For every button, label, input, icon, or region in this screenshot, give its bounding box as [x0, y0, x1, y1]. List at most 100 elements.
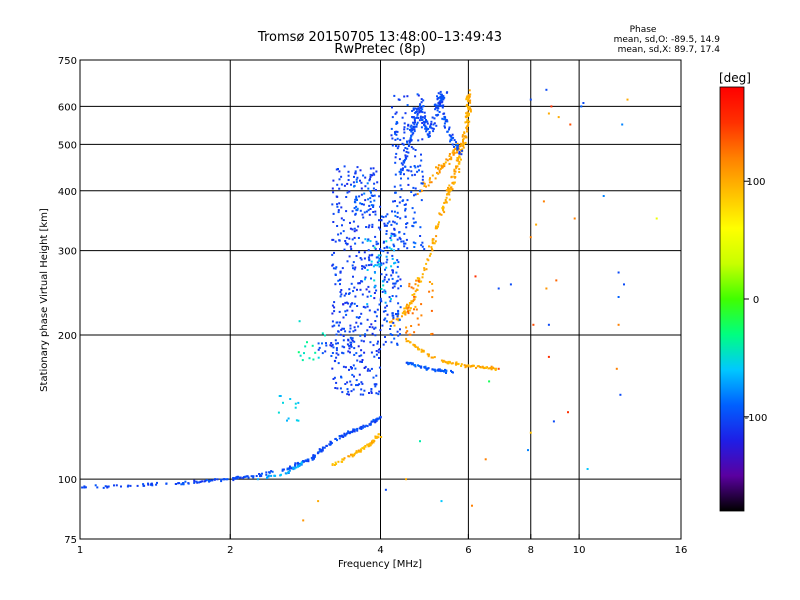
- echo-point: [367, 198, 370, 201]
- echo-point: [339, 387, 342, 390]
- echo-point: [440, 97, 443, 100]
- echo-point: [406, 127, 409, 130]
- echo-point: [104, 485, 107, 488]
- echo-point: [379, 205, 382, 208]
- echo-point: [465, 104, 468, 107]
- echo-point: [464, 366, 467, 369]
- echo-point: [419, 106, 422, 109]
- echo-point: [452, 136, 455, 139]
- echo-point: [414, 149, 417, 151]
- echo-point: [356, 199, 358, 201]
- echo-point: [413, 165, 416, 167]
- echo-point: [452, 150, 455, 153]
- echo-point: [389, 325, 392, 327]
- x-axis: 1 2 4 6 8 10 16: [77, 534, 687, 556]
- echo-point: [465, 98, 468, 101]
- echo-point: [393, 324, 396, 327]
- echo-point: [360, 381, 363, 384]
- echo-point: [468, 108, 470, 111]
- echo-point: [440, 93, 443, 96]
- colorbar-tick-label: 0: [753, 295, 759, 306]
- echo-point: [427, 354, 430, 356]
- echo-point: [400, 171, 403, 174]
- echo-point: [392, 282, 395, 285]
- echo-point: [279, 395, 282, 397]
- echo-point: [403, 173, 405, 176]
- echo-point: [359, 169, 362, 172]
- echo-point: [403, 204, 406, 206]
- echo-point: [427, 367, 430, 370]
- echo-point: [414, 155, 417, 158]
- echo-point: [220, 480, 223, 483]
- echo-point: [421, 241, 424, 244]
- echo-point: [466, 120, 469, 123]
- echo-point: [351, 238, 354, 241]
- echo-point: [368, 290, 371, 293]
- echo-point: [370, 442, 373, 445]
- echo-point: [368, 213, 371, 216]
- echo-point: [344, 240, 347, 242]
- echo-point: [373, 292, 376, 294]
- echo-point: [393, 233, 396, 236]
- echo-point: [381, 280, 384, 283]
- echo-point: [445, 372, 447, 374]
- echo-point: [331, 312, 334, 315]
- echo-point: [347, 174, 350, 177]
- echo-point: [384, 290, 387, 293]
- echo-point: [425, 262, 428, 265]
- echo-point: [353, 175, 355, 178]
- echo-point: [443, 165, 446, 168]
- echo-point: [404, 156, 407, 159]
- echo-point: [343, 294, 346, 297]
- echo-point: [421, 116, 424, 119]
- echo-point: [453, 168, 456, 171]
- echo-point: [371, 195, 374, 197]
- echo-point: [431, 296, 434, 299]
- echo-point: [349, 227, 352, 230]
- echo-point: [383, 276, 386, 279]
- echo-point: [288, 467, 291, 470]
- echo-point: [360, 388, 363, 391]
- echo-point: [443, 163, 446, 166]
- echo-point: [335, 195, 338, 198]
- echo-point: [430, 246, 433, 249]
- echo-point: [418, 169, 420, 172]
- echo-point: [378, 390, 381, 393]
- echo-point: [464, 364, 467, 367]
- echo-point: [359, 179, 361, 182]
- echo-point: [440, 100, 443, 103]
- echo-point: [332, 179, 335, 182]
- echo-point: [419, 189, 421, 192]
- echo-point: [371, 253, 374, 256]
- echo-point: [270, 470, 273, 473]
- echo-point: [339, 321, 341, 324]
- echo-point: [356, 429, 359, 432]
- y-tick-label: 600: [58, 102, 77, 113]
- echo-point: [350, 383, 353, 386]
- echo-point: [344, 330, 347, 333]
- echo-point: [359, 450, 362, 453]
- echo-point: [466, 130, 469, 133]
- echo-point: [416, 116, 419, 119]
- echo-point: [555, 279, 558, 282]
- echo-point: [466, 128, 469, 131]
- echo-point: [453, 145, 455, 148]
- echo-point: [321, 449, 324, 452]
- echo-point: [335, 342, 338, 345]
- echo-point: [425, 130, 428, 133]
- echo-point: [420, 348, 423, 351]
- echo-point: [376, 308, 379, 311]
- echo-point: [366, 443, 369, 446]
- echo-point: [402, 240, 405, 243]
- echo-point: [406, 140, 408, 143]
- echo-point: [372, 187, 375, 190]
- echo-point: [390, 320, 393, 323]
- echo-point: [348, 237, 351, 240]
- echo-point: [467, 123, 470, 125]
- echo-point: [396, 342, 399, 345]
- echo-point: [280, 473, 282, 476]
- echo-point: [338, 279, 341, 281]
- echo-point: [410, 286, 413, 289]
- echo-point: [351, 337, 354, 340]
- echo-point: [282, 401, 284, 404]
